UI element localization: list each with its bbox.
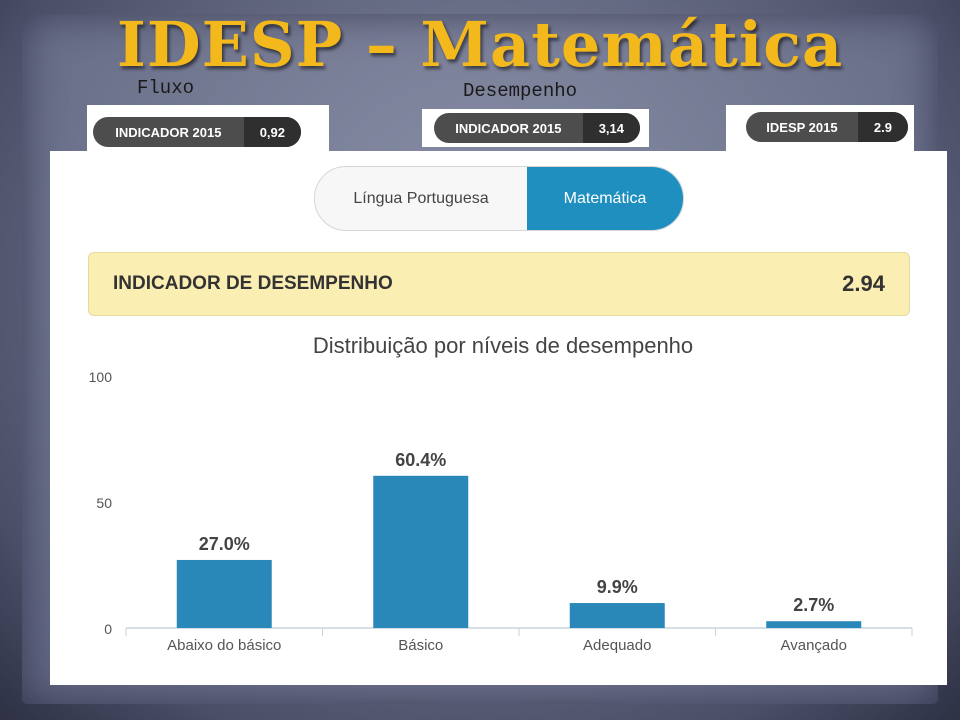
fluxo-pill: INDICADOR 2015 0,92 (93, 117, 301, 147)
fluxo-label: Fluxo (137, 77, 195, 99)
desempenho-pill: INDICADOR 2015 3,14 (434, 113, 640, 143)
performance-indicator-label: INDICADOR DE DESEMPENHO (113, 273, 393, 294)
results-panel: Língua Portuguesa Matemática INDICADOR D… (50, 151, 947, 685)
x-tick-label: Básico (398, 637, 443, 654)
distribution-chart: Distribuição por níveis de desempenho 0 50… (50, 151, 947, 685)
y-tick-label: 100 (89, 369, 113, 385)
desempenho-pill-value: 3,14 (582, 113, 640, 143)
bar (569, 603, 665, 628)
x-tick-label: Adequado (583, 637, 651, 654)
bar-value-label: 2.7% (793, 595, 834, 615)
tab-lingua-portuguesa[interactable]: Língua Portuguesa (353, 189, 489, 207)
desempenho-pill-key: INDICADOR 2015 (455, 120, 562, 136)
idesp-pill-value: 2.9 (857, 112, 908, 142)
idesp-pill-key: IDESP 2015 (766, 119, 838, 135)
desempenho-label: Desempenho (463, 80, 578, 102)
tab-matematica[interactable]: Matemática (527, 167, 683, 230)
fluxo-card: INDICADOR 2015 0,92 (87, 105, 329, 155)
bar (766, 621, 862, 628)
performance-indicator-banner: INDICADOR DE DESEMPENHO 2.94 (88, 252, 910, 316)
y-tick-label: 50 (96, 495, 112, 511)
bar-value-label: 27.0% (199, 534, 250, 554)
bar (373, 475, 469, 628)
x-tick-label: Abaixo do básico (167, 637, 281, 654)
idesp-pill: IDESP 2015 2.9 (746, 112, 908, 142)
chart-title: Distribuição por níveis de desempenho (313, 333, 693, 358)
slide-title: IDESP – Matemática (116, 8, 844, 81)
distribution-chart-svg: Distribuição por níveis de desempenho 0 50… (89, 333, 913, 654)
bar-value-label: 9.9% (597, 577, 638, 597)
performance-indicator-value: 2.94 (842, 271, 885, 296)
x-tick-label: Avançado (781, 637, 847, 654)
idesp-card: IDESP 2015 2.9 (726, 105, 914, 155)
subject-tabs: Língua Portuguesa Matemática (314, 166, 684, 231)
bar-value-label: 60.4% (395, 450, 446, 470)
y-tick-label: 0 (104, 621, 112, 637)
bar (176, 559, 272, 628)
fluxo-pill-value: 0,92 (243, 117, 301, 147)
fluxo-pill-key: INDICADOR 2015 (115, 124, 222, 140)
desempenho-card: INDICADOR 2015 3,14 (422, 109, 649, 147)
